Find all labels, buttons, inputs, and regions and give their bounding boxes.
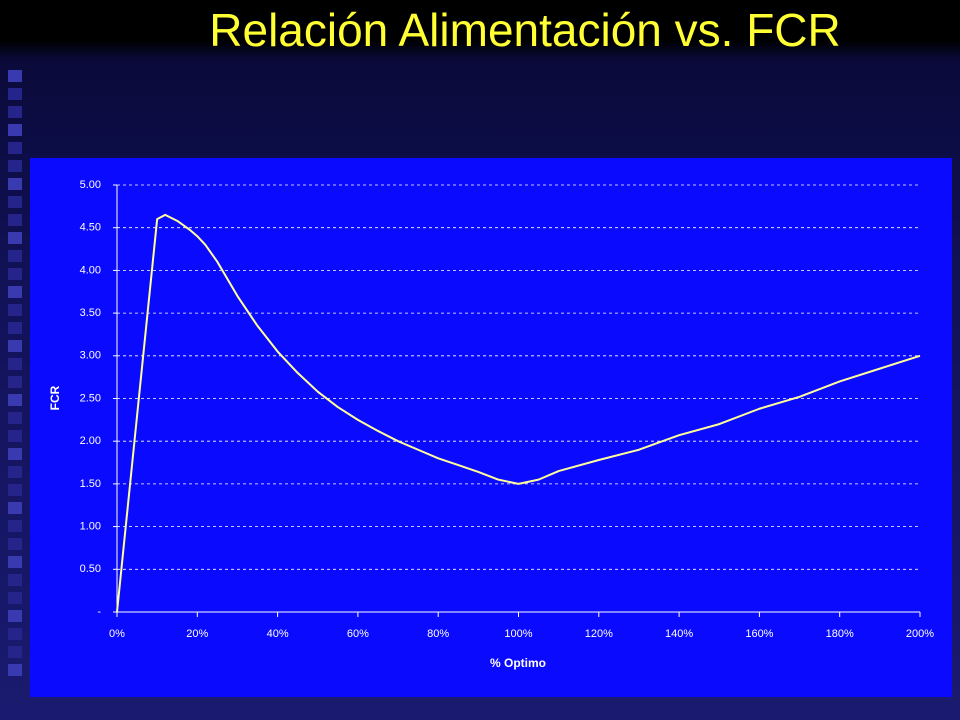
y-axis-label: FCR [48,385,62,410]
decor-square [8,142,22,154]
data-line [116,213,921,613]
decor-square [8,538,22,550]
decor-square [8,448,22,460]
decor-square [8,430,22,442]
decor-square [8,574,22,586]
x-tick-label: 100% [504,628,532,640]
x-tick-label: 80% [427,628,449,640]
decor-square [8,286,22,298]
decor-square [8,358,22,370]
decor-square [8,520,22,532]
decor-square [8,124,22,136]
y-tick-label: 2.00 [80,435,101,447]
decor-square [8,304,22,316]
y-tick-label: - [97,606,101,618]
decor-square [8,178,22,190]
y-tick-label: 4.00 [80,264,101,276]
y-tick-label: 2.50 [80,392,101,404]
chart-area [30,158,952,697]
y-tick-label: 3.50 [80,307,101,319]
decor-square [8,502,22,514]
decor-square [8,160,22,172]
decor-square [8,628,22,640]
decor-square [8,646,22,658]
x-tick-label: 120% [585,628,613,640]
decor-square [8,592,22,604]
decor-square [8,250,22,262]
x-tick-label: 20% [186,628,208,640]
y-tick-label: 1.00 [80,521,101,533]
x-axis-label: % Optimo [490,656,546,670]
decor-square [8,340,22,352]
x-tick-label: 40% [267,628,289,640]
decor-square [8,214,22,226]
decor-square [8,268,22,280]
y-tick-label: 3.00 [80,350,101,362]
decor-square [8,412,22,424]
x-tick-label: 160% [745,628,773,640]
decor-square [8,88,22,100]
decor-square [8,196,22,208]
x-tick-label: 180% [826,628,854,640]
slide-title: Relación Alimentación vs. FCR [209,4,841,56]
decor-square [8,376,22,388]
decor-square [8,394,22,406]
y-tick-label: 4.50 [80,222,101,234]
decor-square [8,232,22,244]
x-tick-label: 60% [347,628,369,640]
decor-square [8,106,22,118]
decor-square [8,70,22,82]
decor-square [8,484,22,496]
y-tick-label: 5.00 [80,179,101,191]
decor-square [8,556,22,568]
x-tick-label: 0% [109,628,125,640]
decor-square [8,322,22,334]
x-tick-label: 140% [665,628,693,640]
decoration [8,70,22,676]
x-tick-label: 200% [906,628,934,640]
decor-square [8,610,22,622]
decor-square [8,466,22,478]
decor-square [8,664,22,676]
y-tick-label: 1.50 [80,478,101,490]
y-tick-label: 0.50 [80,563,101,575]
